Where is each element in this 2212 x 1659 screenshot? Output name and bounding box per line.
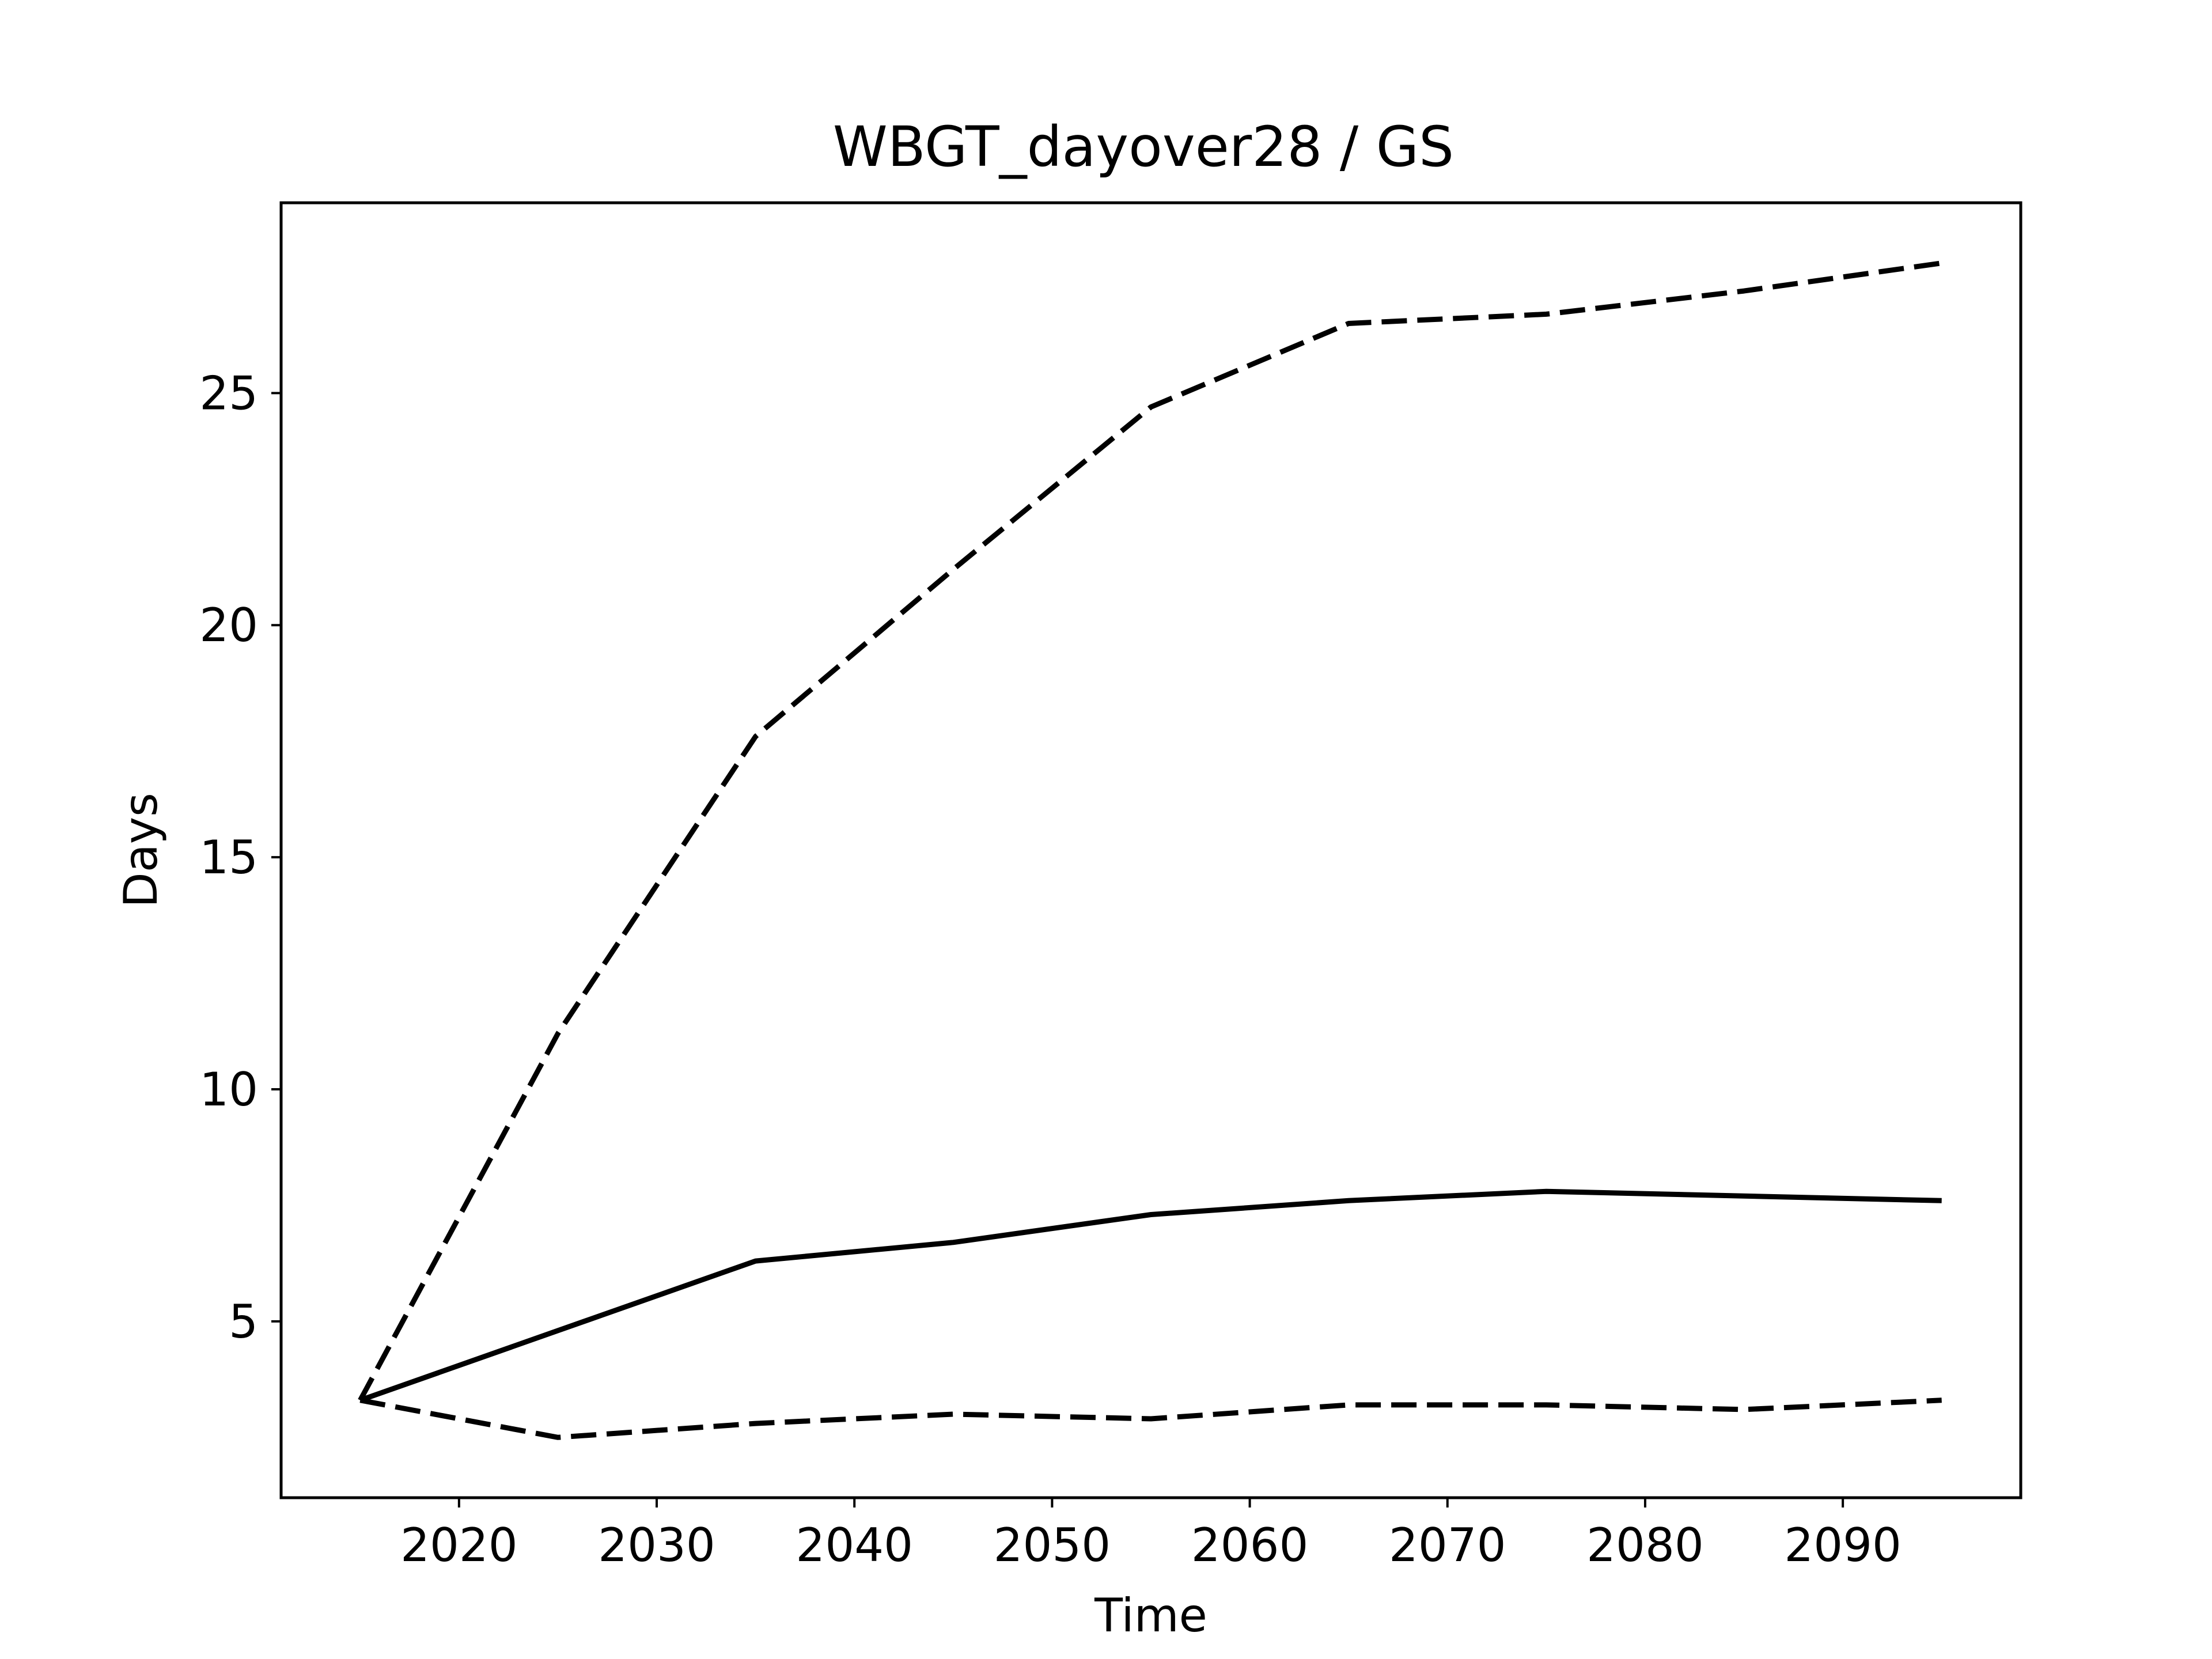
x-axis: 2020 2030 2040 2050 2060 2070 2080 2090 (400, 1498, 1902, 1572)
y-axis: 5 10 15 20 25 (199, 366, 281, 1349)
series-line-3 (359, 1397, 1942, 1440)
y-tick-label: 10 (199, 1063, 258, 1116)
series-line-1 (359, 1188, 1942, 1403)
plot-area (358, 260, 1942, 1440)
series-line-2 (358, 260, 1942, 1402)
x-tick-label: 2030 (598, 1518, 715, 1572)
plot-frame (279, 201, 2022, 1499)
y-tick-label: 5 (229, 1295, 258, 1349)
x-tick-label: 2020 (400, 1518, 518, 1572)
y-tick-label: 20 (199, 599, 258, 652)
x-tick-label: 2090 (1784, 1518, 1902, 1572)
x-tick-label: 2080 (1586, 1518, 1704, 1572)
y-tick-label: 25 (199, 366, 258, 420)
x-axis-label: Time (1094, 1589, 1207, 1642)
x-tick-label: 2060 (1191, 1518, 1309, 1572)
chart-title: WBGT_dayover28 / GS (833, 115, 1454, 179)
y-tick-label: 15 (199, 831, 258, 884)
x-tick-label: 2070 (1389, 1518, 1506, 1572)
x-tick-label: 2050 (994, 1518, 1111, 1572)
y-axis-label: Days (114, 793, 168, 908)
x-tick-label: 2040 (796, 1518, 913, 1572)
